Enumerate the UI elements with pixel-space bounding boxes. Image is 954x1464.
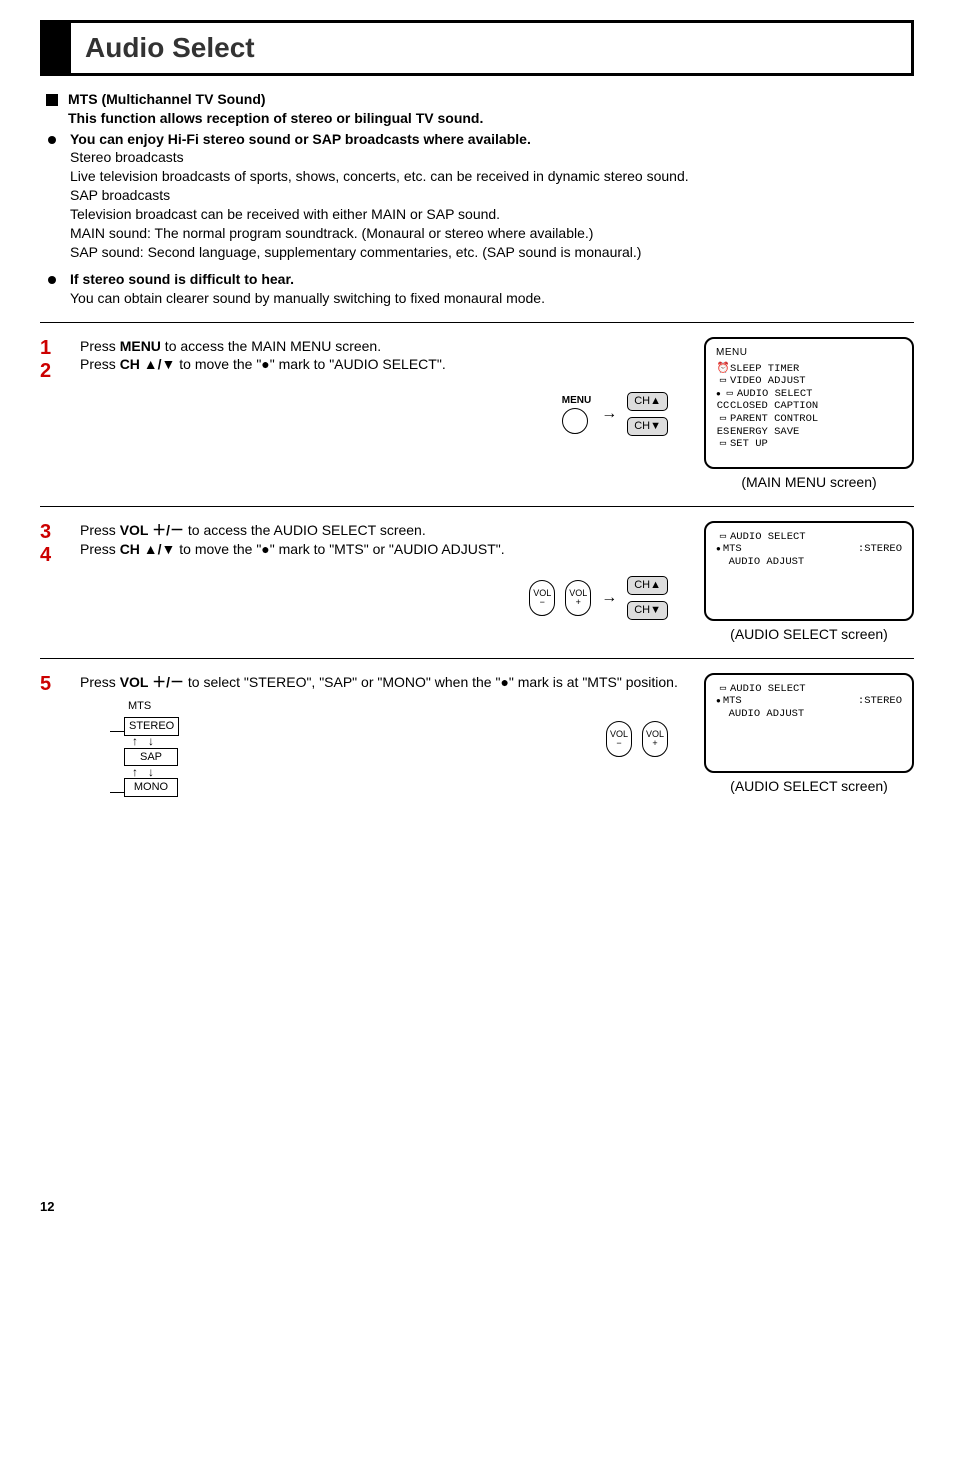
mts-diagram: MTS STEREO ↑↓ SAP ↑↓ MONO [110, 699, 179, 797]
mts-diagram-label: MTS [128, 699, 179, 714]
s2-pre: Press [80, 356, 120, 372]
section-title-bar: Audio Select [40, 20, 914, 76]
dot-bullet-icon [48, 136, 56, 144]
separator [40, 322, 914, 323]
mts-stereo: STEREO [124, 717, 179, 736]
vol-minus-bot: − [540, 598, 545, 607]
difficult-body: You can obtain clearer sound by manually… [70, 290, 545, 306]
step-number-1: 1 [40, 337, 64, 360]
step-number-3: 3 [40, 521, 64, 544]
s5-post: to select "STEREO", "SAP" or "MONO" when… [184, 674, 678, 690]
osd2-l2: AUDIO ADJUST [729, 556, 805, 568]
separator [40, 506, 914, 507]
s3-key: VOL ＋/－ [120, 522, 184, 538]
step-3-text: Press VOL ＋/－ to access the AUDIO SELECT… [80, 521, 688, 540]
enjoy-line: You can enjoy Hi-Fi stereo sound or SAP … [70, 131, 531, 147]
intro-block: MTS (Multichannel TV Sound) This functio… [40, 90, 914, 308]
vol-plus-button[interactable]: VOL + [565, 580, 591, 616]
arrow-icon: → [601, 403, 617, 425]
vol-minus-bot2: − [616, 739, 621, 748]
controls-vol-only: VOL − VOL + [606, 721, 668, 757]
stereo-h: Stereo broadcasts [70, 149, 184, 165]
intro-mts: MTS (Multichannel TV Sound) This functio… [68, 90, 914, 128]
s3-pre: Press [80, 522, 120, 538]
osd1-l7: SET UP [730, 438, 768, 450]
step-4-text: Press CH ▲/▼ to move the "●" mark to "MT… [80, 540, 688, 559]
ch-down-button[interactable]: CH▼ [627, 601, 668, 620]
step-2-text: Press CH ▲/▼ to move the "●" mark to "AU… [80, 355, 688, 374]
title-accent [43, 23, 71, 73]
s2-post: to move the "●" mark to "AUDIO SELECT". [175, 356, 445, 372]
intro-enjoy: You can enjoy Hi-Fi stereo sound or SAP … [70, 130, 914, 268]
s4-key: CH ▲/▼ [120, 541, 176, 557]
step-number-5: 5 [40, 673, 64, 696]
osd3-title: AUDIO SELECT [730, 683, 806, 695]
separator [40, 658, 914, 659]
osd1-l2: VIDEO ADJUST [730, 375, 806, 387]
osd-main-menu: MENU ⏰SLEEP TIMER ▭VIDEO ADJUST ▭AUDIO S… [704, 337, 914, 469]
osd1-l4: CLOSED CAPTION [730, 400, 818, 412]
osd3-l1a: MTS [723, 695, 742, 707]
stereo-body: Live television broadcasts of sports, sh… [70, 168, 689, 184]
step-5-text: Press VOL ＋/－ to select "STEREO", "SAP" … [80, 673, 688, 692]
mts-sap: SAP [124, 748, 178, 767]
s5-pre: Press [80, 674, 120, 690]
s4-pre: Press [80, 541, 120, 557]
s1-key: MENU [120, 338, 161, 354]
osd1-l3: AUDIO SELECT [737, 388, 813, 400]
s4-post: to move the "●" mark to "MTS" or "AUDIO … [175, 541, 504, 557]
osd3-l1b: :STEREO [858, 695, 902, 708]
osd1-l6: ENERGY SAVE [730, 426, 799, 438]
s2-key: CH ▲/▼ [120, 356, 176, 372]
ch-up-button[interactable]: CH▲ [627, 576, 668, 595]
menu-button[interactable] [562, 408, 588, 434]
vol-plus-bot2: + [652, 739, 657, 748]
vol-minus-button[interactable]: VOL − [606, 721, 632, 757]
ch-up-button[interactable]: CH▲ [627, 392, 668, 411]
osd1-caption: (MAIN MENU screen) [704, 473, 914, 492]
mts-sub: This function allows reception of stereo… [68, 110, 483, 126]
difficult-h: If stereo sound is difficult to hear. [70, 271, 294, 287]
step-1-2-row: 1 2 Press MENU to access the MAIN MENU s… [40, 337, 914, 492]
dot-bullet-icon [48, 276, 56, 284]
section-title: Audio Select [71, 23, 269, 73]
osd3-caption: (AUDIO SELECT screen) [704, 777, 914, 796]
controls-vol-ch: VOL − VOL + → CH▲ CH▼ [80, 576, 688, 620]
step-5-row: 5 Press VOL ＋/－ to select "STEREO", "SAP… [40, 673, 914, 798]
mts-heading: MTS (Multichannel TV Sound) [68, 91, 266, 107]
osd3-l2: AUDIO ADJUST [729, 708, 805, 720]
menu-btn-label: MENU [562, 394, 591, 408]
step-number-4: 4 [40, 544, 64, 567]
osd1-l1: SLEEP TIMER [730, 363, 799, 375]
ch-down-button[interactable]: CH▼ [627, 417, 668, 436]
osd2-title: AUDIO SELECT [730, 531, 806, 543]
vol-plus-bot: + [576, 598, 581, 607]
vol-plus-button[interactable]: VOL + [642, 721, 668, 757]
osd1-l5: PARENT CONTROL [730, 413, 818, 425]
vol-minus-button[interactable]: VOL − [529, 580, 555, 616]
step-number-2: 2 [40, 360, 64, 383]
s5-key: VOL ＋/－ [120, 674, 184, 690]
osd2-l1a: MTS [723, 543, 742, 555]
step-1-text: Press MENU to access the MAIN MENU scree… [80, 337, 688, 356]
s3-post: to access the AUDIO SELECT screen. [184, 522, 426, 538]
sap-h: SAP broadcasts [70, 187, 170, 203]
osd-audio-select-2: ▭AUDIO SELECT MTS:STEREO AUDIO ADJUST [704, 673, 914, 773]
osd-audio-select-1: ▭AUDIO SELECT MTS:STEREO AUDIO ADJUST [704, 521, 914, 621]
step-3-4-row: 3 4 Press VOL ＋/－ to access the AUDIO SE… [40, 521, 914, 644]
page-number: 12 [40, 1198, 914, 1216]
sap-body3: SAP sound: Second language, supplementar… [70, 244, 641, 260]
osd2-l1b: :STEREO [858, 543, 902, 556]
arrow-icon: → [601, 587, 617, 609]
controls-menu-ch: MENU → CH▲ CH▼ [80, 392, 688, 436]
intro-difficult: If stereo sound is difficult to hear. Yo… [70, 270, 914, 308]
sap-body2: MAIN sound: The normal program soundtrac… [70, 225, 593, 241]
s1-post: to access the MAIN MENU screen. [161, 338, 381, 354]
osd2-caption: (AUDIO SELECT screen) [704, 625, 914, 644]
osd1-title: MENU [716, 347, 902, 359]
sap-body1: Television broadcast can be received wit… [70, 206, 500, 222]
mts-mono: MONO [124, 778, 178, 797]
s1-pre: Press [80, 338, 120, 354]
square-bullet-icon [46, 94, 58, 106]
